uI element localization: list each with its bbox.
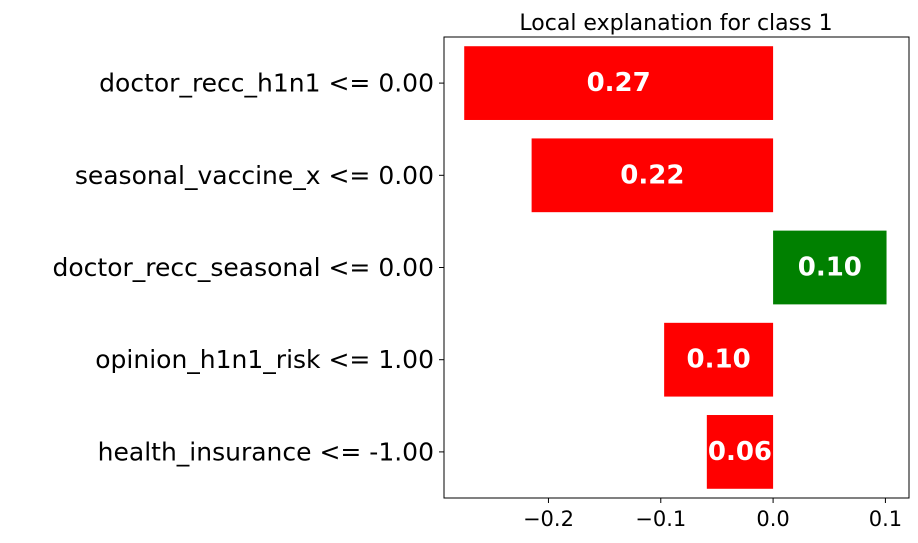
bars-group (464, 46, 887, 489)
y-tick-label: seasonal_vaccine_x <= 0.00 (75, 161, 434, 190)
bar (706, 415, 774, 489)
y-labels-group: doctor_recc_h1n1 <= 0.00 seasonal_vaccine… (53, 69, 444, 466)
data-label: 0.06 (708, 437, 772, 467)
y-tick-label: health_insurance <= -1.00 (98, 437, 434, 466)
data-labels-group: 0.27 0.22 0.10 0.10 0.06 (587, 68, 862, 467)
bar (531, 138, 774, 213)
chart-title: Local explanation for class 1 (519, 11, 832, 36)
bar (664, 322, 774, 397)
data-label: 0.10 (798, 253, 862, 283)
x-tick-label: 0.0 (756, 507, 789, 531)
data-label: 0.22 (620, 160, 684, 190)
x-tick-label: −0.1 (635, 507, 686, 531)
y-tick-label: doctor_recc_seasonal <= 0.00 (53, 253, 435, 282)
data-label: 0.10 (687, 345, 751, 375)
x-ticks-group: −0.2 −0.1 0.0 0.1 (523, 498, 902, 531)
y-tick-label: opinion_h1n1_risk <= 1.00 (95, 345, 434, 374)
x-tick-label: −0.2 (523, 507, 574, 531)
plot-frame (443, 36, 910, 499)
bar (464, 46, 774, 120)
data-label: 0.27 (587, 68, 651, 98)
bar (773, 230, 887, 305)
y-tick-label: doctor_recc_h1n1 <= 0.00 (99, 69, 434, 98)
x-tick-label: 0.1 (869, 507, 902, 531)
